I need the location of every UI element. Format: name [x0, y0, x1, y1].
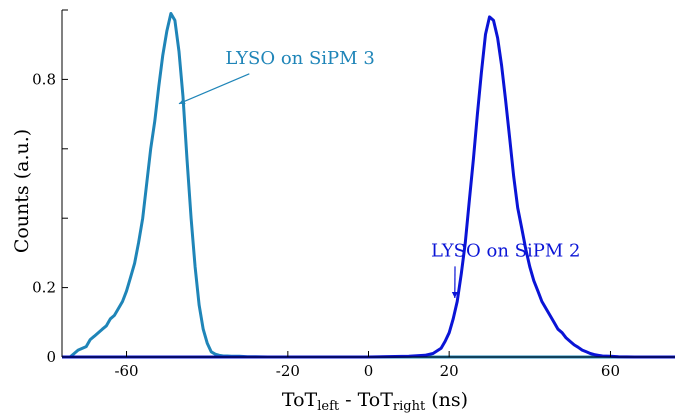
x-tick-label: 20 — [440, 362, 459, 380]
y-tick-label: 0 — [46, 348, 56, 366]
y-tick-label: 0.8 — [32, 70, 56, 88]
annotations-layer: LYSO on SiPM 3 LYSO on SiPM 2 — [178, 48, 580, 299]
x-tick-label: 60 — [601, 362, 620, 380]
x-tick-label: -20 — [276, 362, 300, 380]
x-tick-label: 0 — [364, 362, 374, 380]
y-axis-title: Counts (a.u.) — [11, 129, 33, 253]
y-tick-label: 0.2 — [32, 279, 56, 297]
series-line-2 — [62, 15, 675, 359]
annotation-arrow-1 — [178, 73, 250, 105]
axes-layer: -60 -20 0 20 60 0 0.2 0.8 — [32, 9, 675, 380]
x-tick-label: -60 — [114, 362, 138, 380]
annotation-label-2: LYSO on SiPM 2 — [431, 240, 580, 261]
x-axis-title: ToTleft - ToTright (ns) — [282, 389, 468, 414]
annotation-label-1: LYSO on SiPM 3 — [225, 48, 374, 69]
